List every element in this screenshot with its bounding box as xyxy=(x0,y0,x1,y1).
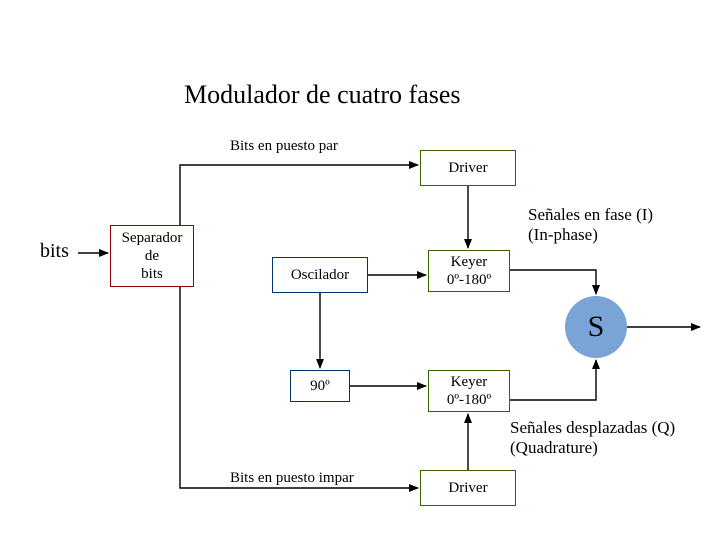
oscilador-box: Oscilador xyxy=(272,257,368,293)
inphase-annotation: Señales en fase (I) (In-phase) xyxy=(528,205,653,245)
fase90-box: 90º xyxy=(290,370,350,402)
quadrature-annotation: Señales desplazadas (Q) (Quadrature) xyxy=(510,418,675,458)
input-bits-label: bits xyxy=(40,240,69,263)
top-path-label: Bits en puesto par xyxy=(230,138,338,155)
keyer-bottom-box: Keyer 0º-180º xyxy=(428,370,510,412)
bottom-path-label: Bits en puesto impar xyxy=(230,470,354,487)
driver-top-box: Driver xyxy=(420,150,516,186)
driver-bottom-box: Driver xyxy=(420,470,516,506)
sigma-glyph: S xyxy=(588,310,605,344)
keyer-top-box: Keyer 0º-180º xyxy=(428,250,510,292)
separador-box: Separador de bits xyxy=(110,225,194,287)
diagram-title: Modulador de cuatro fases xyxy=(184,80,461,110)
sigma-sum: S xyxy=(565,296,627,358)
